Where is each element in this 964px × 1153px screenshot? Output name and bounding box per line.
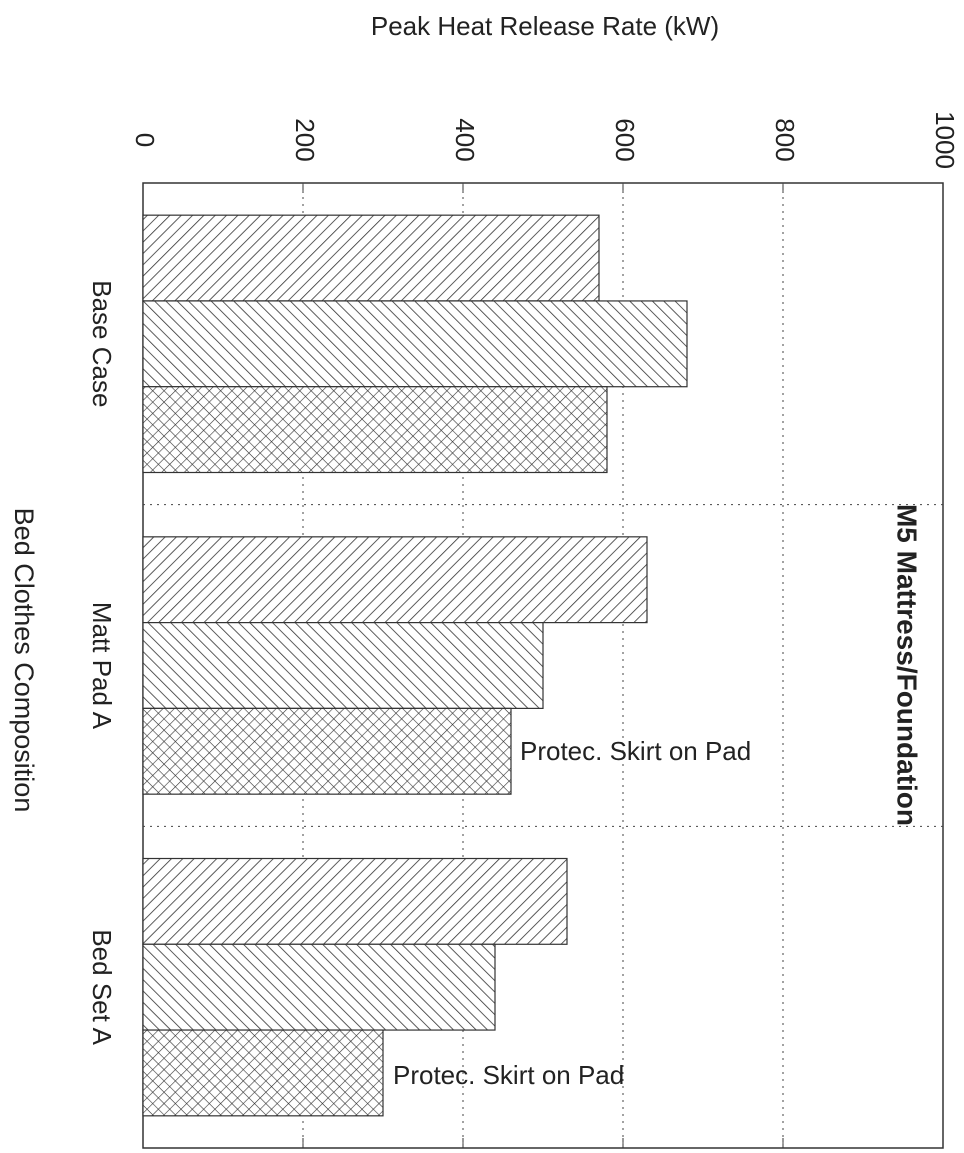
annotation: Protec. Skirt on Pad [393, 1060, 624, 1090]
bar [142, 300, 688, 388]
y-tick-label: 600 [610, 118, 640, 161]
bar [142, 857, 568, 945]
y-tick-label: 800 [770, 118, 800, 161]
x-tick-label: Matt Pad A [87, 602, 117, 730]
value-axis-label: Peak Heat Release Rate (kW) [371, 11, 719, 41]
y-tick-label: 0 [130, 133, 160, 147]
chart-title: M5 Mattress/Foundation [892, 504, 923, 826]
bar [142, 536, 648, 624]
category-axis-label: Bed Clothes Composition [9, 508, 39, 813]
bar [142, 386, 608, 474]
bar [142, 943, 496, 1031]
bar [142, 214, 600, 302]
x-tick-label: Bed Set A [87, 929, 117, 1045]
y-tick-label: 1000 [930, 111, 960, 169]
y-tick-label: 400 [450, 118, 480, 161]
bar [142, 1029, 384, 1117]
bar [142, 707, 512, 795]
bar [142, 622, 544, 709]
annotation: Protec. Skirt on Pad [520, 736, 751, 766]
x-tick-label: Base Case [87, 280, 117, 407]
y-tick-label: 200 [290, 118, 320, 161]
